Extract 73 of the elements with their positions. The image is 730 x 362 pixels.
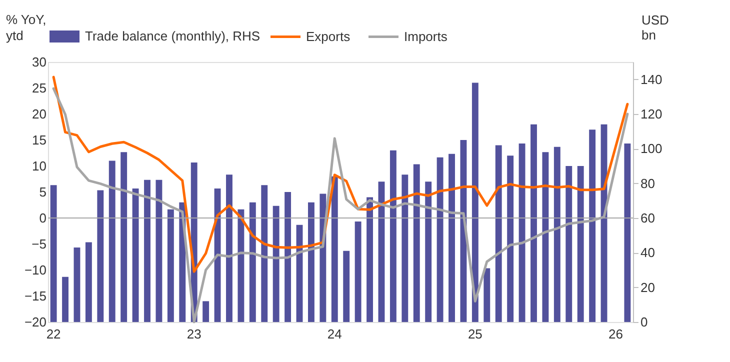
bar — [624, 143, 631, 322]
bar — [495, 145, 502, 322]
y-tick-label: 15 — [32, 132, 46, 148]
y-tick-label: 20 — [32, 106, 46, 122]
bar — [284, 192, 292, 322]
bar — [108, 160, 116, 322]
y-tick-label: −20 — [24, 314, 46, 330]
bar — [518, 143, 526, 322]
bar — [589, 130, 596, 322]
y2-tick-label: 140 — [640, 72, 662, 87]
bar — [97, 190, 104, 322]
y-tick-label: 10 — [32, 158, 46, 174]
y-tick-label: 25 — [32, 80, 46, 96]
x-tick-label: 24 — [327, 326, 342, 342]
bar — [507, 156, 514, 322]
x-tick-label: 25 — [468, 326, 482, 342]
bar — [74, 247, 80, 322]
bar — [62, 276, 68, 322]
bar — [156, 180, 162, 322]
y2-tick-label: 100 — [640, 141, 662, 156]
y2-tick-label: 20 — [640, 280, 655, 295]
bar — [226, 174, 232, 322]
legend-label: Trade balance (monthly), RHS — [85, 28, 260, 44]
bar — [484, 268, 490, 322]
bar — [249, 202, 256, 322]
bar — [132, 188, 139, 322]
y-tick-label: −5 — [32, 236, 46, 252]
legend-label: Imports — [404, 28, 448, 44]
line-series — [52, 76, 629, 273]
y2-tick-label: 60 — [640, 210, 655, 226]
bar — [202, 301, 210, 322]
bar — [390, 150, 396, 322]
bar — [566, 166, 572, 322]
line-series — [52, 87, 629, 324]
x-tick-label: 23 — [186, 326, 202, 342]
bar — [542, 152, 549, 322]
y2-tick-label: 0 — [640, 314, 648, 330]
y-tick-label: −10 — [24, 262, 46, 278]
y-tick-label: 30 — [32, 54, 46, 70]
bar — [554, 146, 560, 322]
bar — [272, 206, 280, 322]
bar — [436, 157, 444, 322]
bar — [331, 176, 338, 322]
x-tick-label: 26 — [608, 326, 623, 342]
bar — [261, 185, 268, 322]
y2-tick-label: 120 — [640, 106, 662, 122]
y2-axis-title: USD bn — [642, 12, 669, 42]
bar — [167, 209, 174, 322]
y-tick-label: 5 — [39, 184, 46, 200]
bar — [343, 250, 350, 322]
x-tick-label: 22 — [46, 326, 61, 342]
bar — [144, 180, 150, 322]
y-tick-label: −15 — [24, 288, 46, 304]
bar — [425, 182, 432, 322]
bar — [472, 82, 478, 322]
y-axis-title: % YoY, ytd — [6, 12, 46, 43]
bar — [85, 242, 92, 322]
y-tick-label: 0 — [39, 210, 46, 226]
bar — [378, 182, 385, 322]
bar — [366, 197, 373, 322]
bar — [238, 209, 244, 322]
y2-tick-label: 40 — [640, 245, 655, 260]
bar — [308, 202, 314, 322]
bar — [120, 152, 128, 322]
bar — [402, 174, 408, 322]
bar — [354, 221, 362, 322]
bar — [530, 124, 537, 322]
bar — [448, 154, 455, 322]
bar — [50, 185, 57, 322]
y2-tick-label: 80 — [640, 176, 655, 191]
bar — [413, 164, 420, 322]
legend-label: Exports — [306, 28, 351, 44]
bar — [577, 166, 584, 322]
